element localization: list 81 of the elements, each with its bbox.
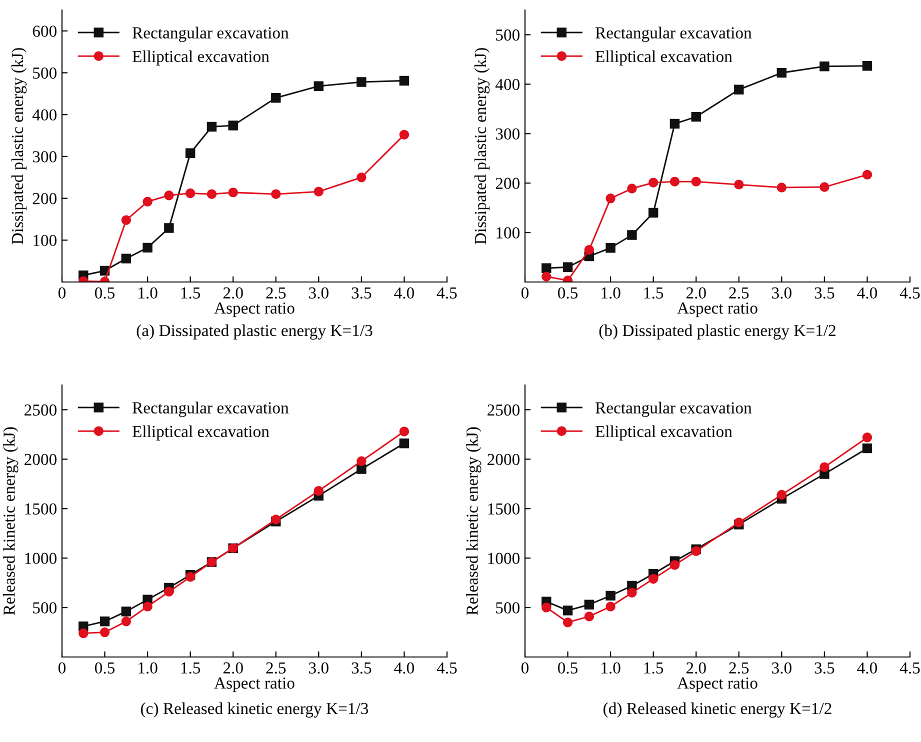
x-tick-label: 0 — [58, 662, 66, 674]
x-axis-title: Aspect ratio — [214, 678, 294, 692]
y-tick-label: 1000 — [488, 552, 520, 564]
x-tick-label: 4.0 — [857, 287, 878, 299]
x-tick-label: 3.5 — [352, 287, 372, 299]
x-tick-label: 2.5 — [729, 662, 749, 674]
legend-label: Elliptical excavation — [595, 425, 732, 440]
y-tick-label: 600 — [32, 26, 57, 37]
text: (b) Dissipated plastic energy K=1/2 — [599, 324, 836, 340]
x-tick-label: 4.5 — [436, 662, 457, 674]
legend-label: Elliptical excavation — [132, 50, 270, 66]
y-tick-label: 500 — [496, 29, 520, 41]
legend-label: Elliptical excavation — [595, 50, 732, 66]
y-tick-label: 100 — [496, 227, 520, 238]
y-tick-label: 1000 — [25, 552, 57, 564]
legend-label: Rectangular excavation — [132, 26, 289, 42]
y-tick-label: 100 — [34, 234, 57, 246]
y-tick-label: 500 — [33, 67, 57, 79]
y-tick-label: 1500 — [25, 503, 57, 515]
x-tick-label: 2.0 — [686, 287, 706, 299]
y-tick-label: 200 — [496, 178, 520, 190]
y-tick-label: 500 — [496, 602, 520, 614]
y-axis-title: Released kinetic energy (kJ) — [3, 427, 18, 616]
x-tick-label: 0 — [521, 287, 529, 299]
x-tick-label: 4.5 — [900, 662, 920, 674]
x-axis-title: Aspect ratio — [677, 302, 758, 318]
x-tick-label: 1.5 — [644, 662, 664, 674]
x-tick-label: 2.0 — [686, 662, 706, 674]
x-tick-label: 0.5 — [94, 287, 115, 299]
y-tick-label: 300 — [496, 128, 520, 140]
x-axis-title: Aspect ratio — [214, 302, 294, 318]
y-tick-label: 2500 — [488, 404, 520, 416]
x-tick-label: 1.5 — [181, 662, 200, 674]
x-tick-label: 2.0 — [223, 662, 243, 674]
x-tick-label: 3.0 — [309, 662, 328, 674]
x-tick-label: 1.5 — [181, 287, 200, 299]
x-tick-label: 0.5 — [94, 662, 115, 674]
x-tick-label: 1.0 — [138, 662, 158, 674]
x-tick-label: 3.0 — [772, 287, 792, 299]
x-tick-label: 3.0 — [309, 287, 328, 299]
y-tick-label: 1500 — [488, 503, 520, 515]
x-tick-label: 4.5 — [900, 287, 920, 299]
x-tick-label: 3.5 — [352, 662, 372, 674]
y-tick-label: 500 — [33, 602, 57, 614]
y-axis-title: Dissipated plastic energy (kJ) — [474, 48, 490, 244]
y-axis-title: Dissipated plastic energy (kJ) — [11, 48, 27, 244]
x-tick-label: 0.5 — [558, 662, 578, 674]
legend-label: Rectangular excavation — [595, 402, 752, 417]
x-tick-label: 2.0 — [223, 287, 243, 299]
y-tick-label: 400 — [32, 109, 57, 121]
x-tick-label: 3.5 — [814, 287, 834, 299]
x-tick-label: 3.5 — [814, 662, 834, 674]
text: (a) Dissipated plastic energy K=1/3 — [136, 324, 372, 340]
x-tick-label: 2.5 — [266, 287, 286, 299]
y-axis-title: Released kinetic energy (kJ) — [466, 427, 482, 616]
y-tick-label: 2500 — [24, 404, 57, 416]
y-tick-label: 200 — [32, 193, 57, 204]
legend-label: Rectangular excavation — [132, 402, 289, 417]
x-tick-label: 4.0 — [394, 287, 414, 299]
x-tick-label: 4.5 — [436, 287, 457, 299]
x-tick-label: 0 — [521, 662, 529, 674]
x-axis-title: Aspect ratio — [677, 678, 758, 692]
text: (d) Released kinetic energy K=1/2 — [604, 702, 832, 718]
text: (c) Released kinetic energy K=1/3 — [141, 702, 368, 718]
x-tick-label: 2.5 — [729, 287, 749, 299]
x-tick-label: 1.0 — [602, 662, 620, 674]
x-tick-label: 2.5 — [266, 662, 286, 674]
x-tick-label: 1.5 — [644, 287, 664, 299]
y-tick-label: 2000 — [488, 454, 520, 466]
x-tick-label: 3.0 — [772, 662, 792, 674]
x-tick-label: 4.0 — [857, 662, 878, 674]
y-tick-label: 300 — [32, 151, 57, 162]
legend-label: Rectangular excavation — [595, 26, 752, 42]
legend-label: Elliptical excavation — [132, 425, 270, 440]
x-tick-label: 1.0 — [602, 287, 620, 299]
y-tick-label: 2000 — [24, 454, 57, 466]
x-tick-label: 4.0 — [394, 662, 414, 674]
x-tick-label: 1.0 — [138, 287, 158, 299]
x-tick-label: 0.5 — [558, 287, 578, 299]
y-tick-label: 400 — [495, 78, 520, 90]
x-tick-label: 0 — [58, 287, 66, 299]
